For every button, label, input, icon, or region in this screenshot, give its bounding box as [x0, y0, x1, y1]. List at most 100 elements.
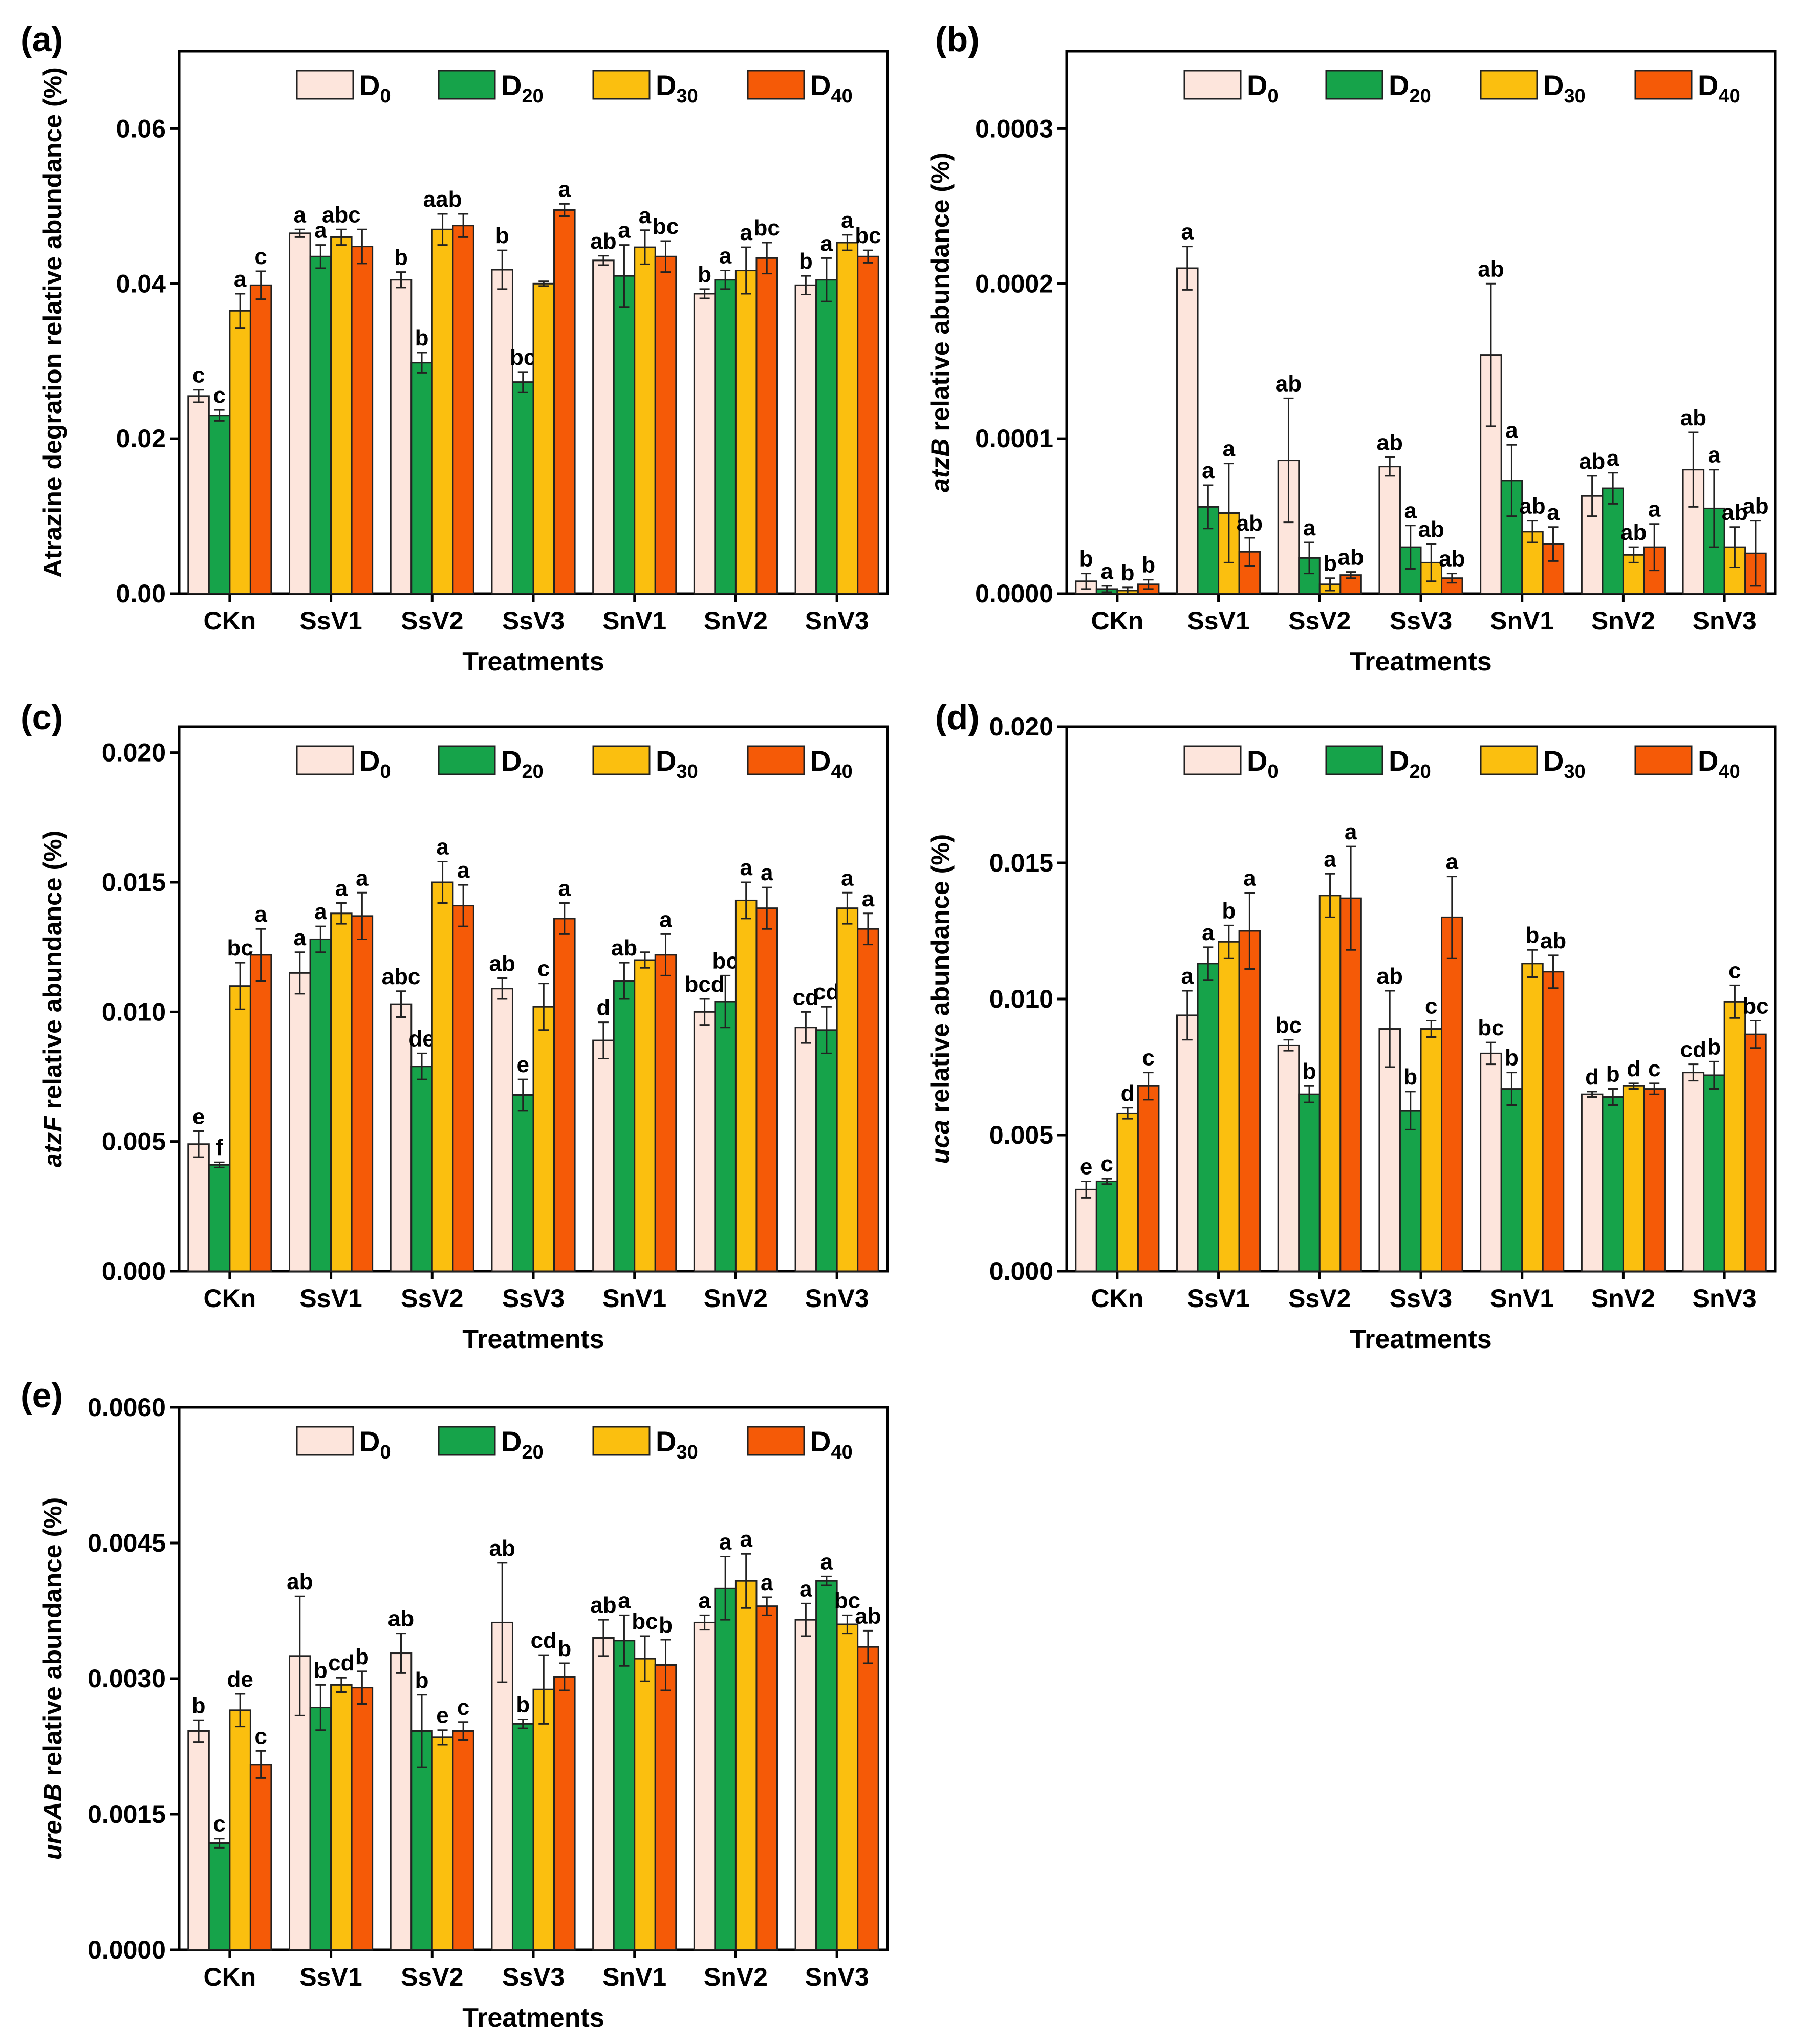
legend-base: D — [1543, 745, 1564, 777]
bar-D40-SsV3 — [553, 1676, 576, 1951]
legend-sub: 30 — [676, 1442, 698, 1463]
legend-sub: 30 — [676, 761, 698, 782]
significance-letter: bc — [834, 1588, 860, 1613]
bar-D40-SnV3 — [857, 255, 879, 595]
legend-swatch — [1480, 745, 1538, 775]
x-tick-label: SsV1 — [299, 1284, 362, 1313]
x-tick-label: SsV1 — [299, 1963, 362, 1991]
significance-letter: c — [254, 1724, 267, 1749]
bar-D20-SsV1 — [1197, 963, 1220, 1272]
significance-letter: a — [314, 899, 327, 924]
significance-letter: a — [618, 1588, 631, 1613]
significance-letter: ab — [1540, 928, 1566, 953]
significance-letter: d — [1121, 1081, 1135, 1106]
y-tick-label: 0.0000 — [975, 579, 1053, 608]
significance-letter: ab — [1519, 494, 1545, 519]
legend-item-D30: D30 — [592, 69, 698, 107]
bar-D20-SsV1 — [309, 1707, 332, 1951]
x-tick-label: SnV3 — [805, 1963, 869, 1991]
significance-letter: a — [719, 244, 732, 269]
x-tick-label: SsV1 — [1187, 606, 1249, 635]
bar-D40-SnV1 — [654, 1664, 677, 1951]
significance-letter: c — [1648, 1056, 1660, 1081]
significance-letter: b — [1222, 898, 1236, 923]
legend-swatch — [747, 1426, 805, 1456]
bar-D40-SnV1 — [1542, 543, 1565, 595]
significance-letter: b — [659, 1613, 673, 1638]
legend-item-D30: D30 — [1480, 69, 1586, 107]
y-axis-label: atzB relative abundance (%) — [926, 153, 955, 492]
bar-D20-SsV2 — [1298, 1093, 1321, 1272]
significance-letter: a — [639, 203, 652, 228]
significance-letter: b — [1141, 553, 1155, 578]
significance-letter: ab — [1680, 405, 1706, 430]
bar-D30-CKn — [229, 1709, 251, 1951]
significance-letter: ab — [1418, 517, 1444, 542]
legend-sub: 30 — [676, 85, 698, 107]
legend-label: D40 — [810, 1425, 853, 1463]
significance-letter: c — [213, 1812, 225, 1837]
legend-sub: 0 — [380, 761, 391, 782]
legend-swatch — [592, 1426, 651, 1456]
y-tick-label: 0.0030 — [88, 1664, 166, 1693]
legend-sub: 40 — [831, 1442, 852, 1463]
legend-base: D — [359, 69, 380, 101]
legend-sub: 30 — [1564, 761, 1585, 782]
y-tick-label: 0.0015 — [88, 1800, 166, 1829]
significance-letter: b — [394, 245, 408, 270]
bar-D30-SsV1 — [330, 912, 353, 1272]
chart-panel-e: (e) 0.0000 0.0015 0.0030 0.0045 0.0060 ureAB r… — [20, 1376, 889, 2033]
x-tick-label: SsV3 — [1390, 606, 1452, 635]
legend-sub: 40 — [831, 761, 852, 782]
significance-letter: ab — [1478, 256, 1504, 281]
bar-D40-CKn — [249, 1764, 272, 1951]
bar-D0-SnV2 — [693, 1621, 716, 1951]
legend-item-D40: D40 — [1634, 69, 1740, 107]
legend-swatch — [438, 1426, 496, 1456]
legend-label: D30 — [656, 69, 698, 107]
bar-D40-CKn — [249, 284, 272, 595]
y-label-suffix: relative abundance (%) — [38, 1497, 67, 1784]
legend-label: D30 — [656, 745, 698, 782]
bar-D40-SnV2 — [755, 907, 778, 1272]
significance-letter: ab — [590, 229, 616, 254]
bar-D30-CKn — [229, 985, 251, 1272]
significance-letter: e — [436, 1703, 448, 1728]
legend-swatch — [1480, 70, 1538, 100]
significance-letter: ab — [1579, 449, 1605, 474]
bar-D30-SsV3 — [532, 1688, 555, 1951]
bar-D0-SnV3 — [1682, 1072, 1705, 1272]
legend-base: D — [656, 69, 676, 101]
significance-letter: a — [799, 1576, 812, 1601]
bar-D0-CKn — [187, 1143, 210, 1272]
y-tick-label: 0.06 — [116, 114, 166, 143]
legend-item-D40: D40 — [747, 1425, 853, 1463]
significance-letter: b — [314, 1658, 328, 1683]
significance-letter: a — [1303, 515, 1316, 540]
legend-base: D — [501, 69, 522, 101]
legend-label: D20 — [1389, 69, 1431, 107]
bar-D30-SnV1 — [634, 246, 656, 595]
significance-letter: b — [1707, 1034, 1721, 1059]
bar-D20-SnV1 — [1500, 1088, 1523, 1272]
significance-letter: b — [1121, 560, 1135, 585]
x-axis-label: Treatments — [462, 1324, 604, 1354]
y-tick-label: 0.0045 — [88, 1529, 166, 1557]
y-label-suffix: relative abundance (%) — [926, 834, 955, 1120]
bar-D20-SnV3 — [815, 1580, 838, 1951]
significance-letter: b — [1303, 1059, 1316, 1084]
y-label-suffix: relative abundance (%) — [38, 831, 67, 1117]
x-tick-label: CKn — [203, 606, 256, 635]
legend-base: D — [359, 745, 380, 777]
y-tick-label: 0.0001 — [975, 424, 1053, 453]
x-tick-label: SnV2 — [1591, 1284, 1655, 1313]
bar-D0-SsV2 — [390, 1003, 413, 1272]
y-axis-label: uca relative abundance (%) — [926, 834, 955, 1164]
significance-letter: ab — [1275, 371, 1302, 396]
x-tick-label: SnV3 — [805, 606, 869, 635]
legend-label: D30 — [656, 1425, 698, 1463]
legend-item-D20: D20 — [438, 745, 544, 782]
x-tick-label: SsV3 — [502, 606, 565, 635]
significance-letter: a — [558, 876, 571, 901]
bar-D40-CKn — [1137, 1085, 1160, 1272]
